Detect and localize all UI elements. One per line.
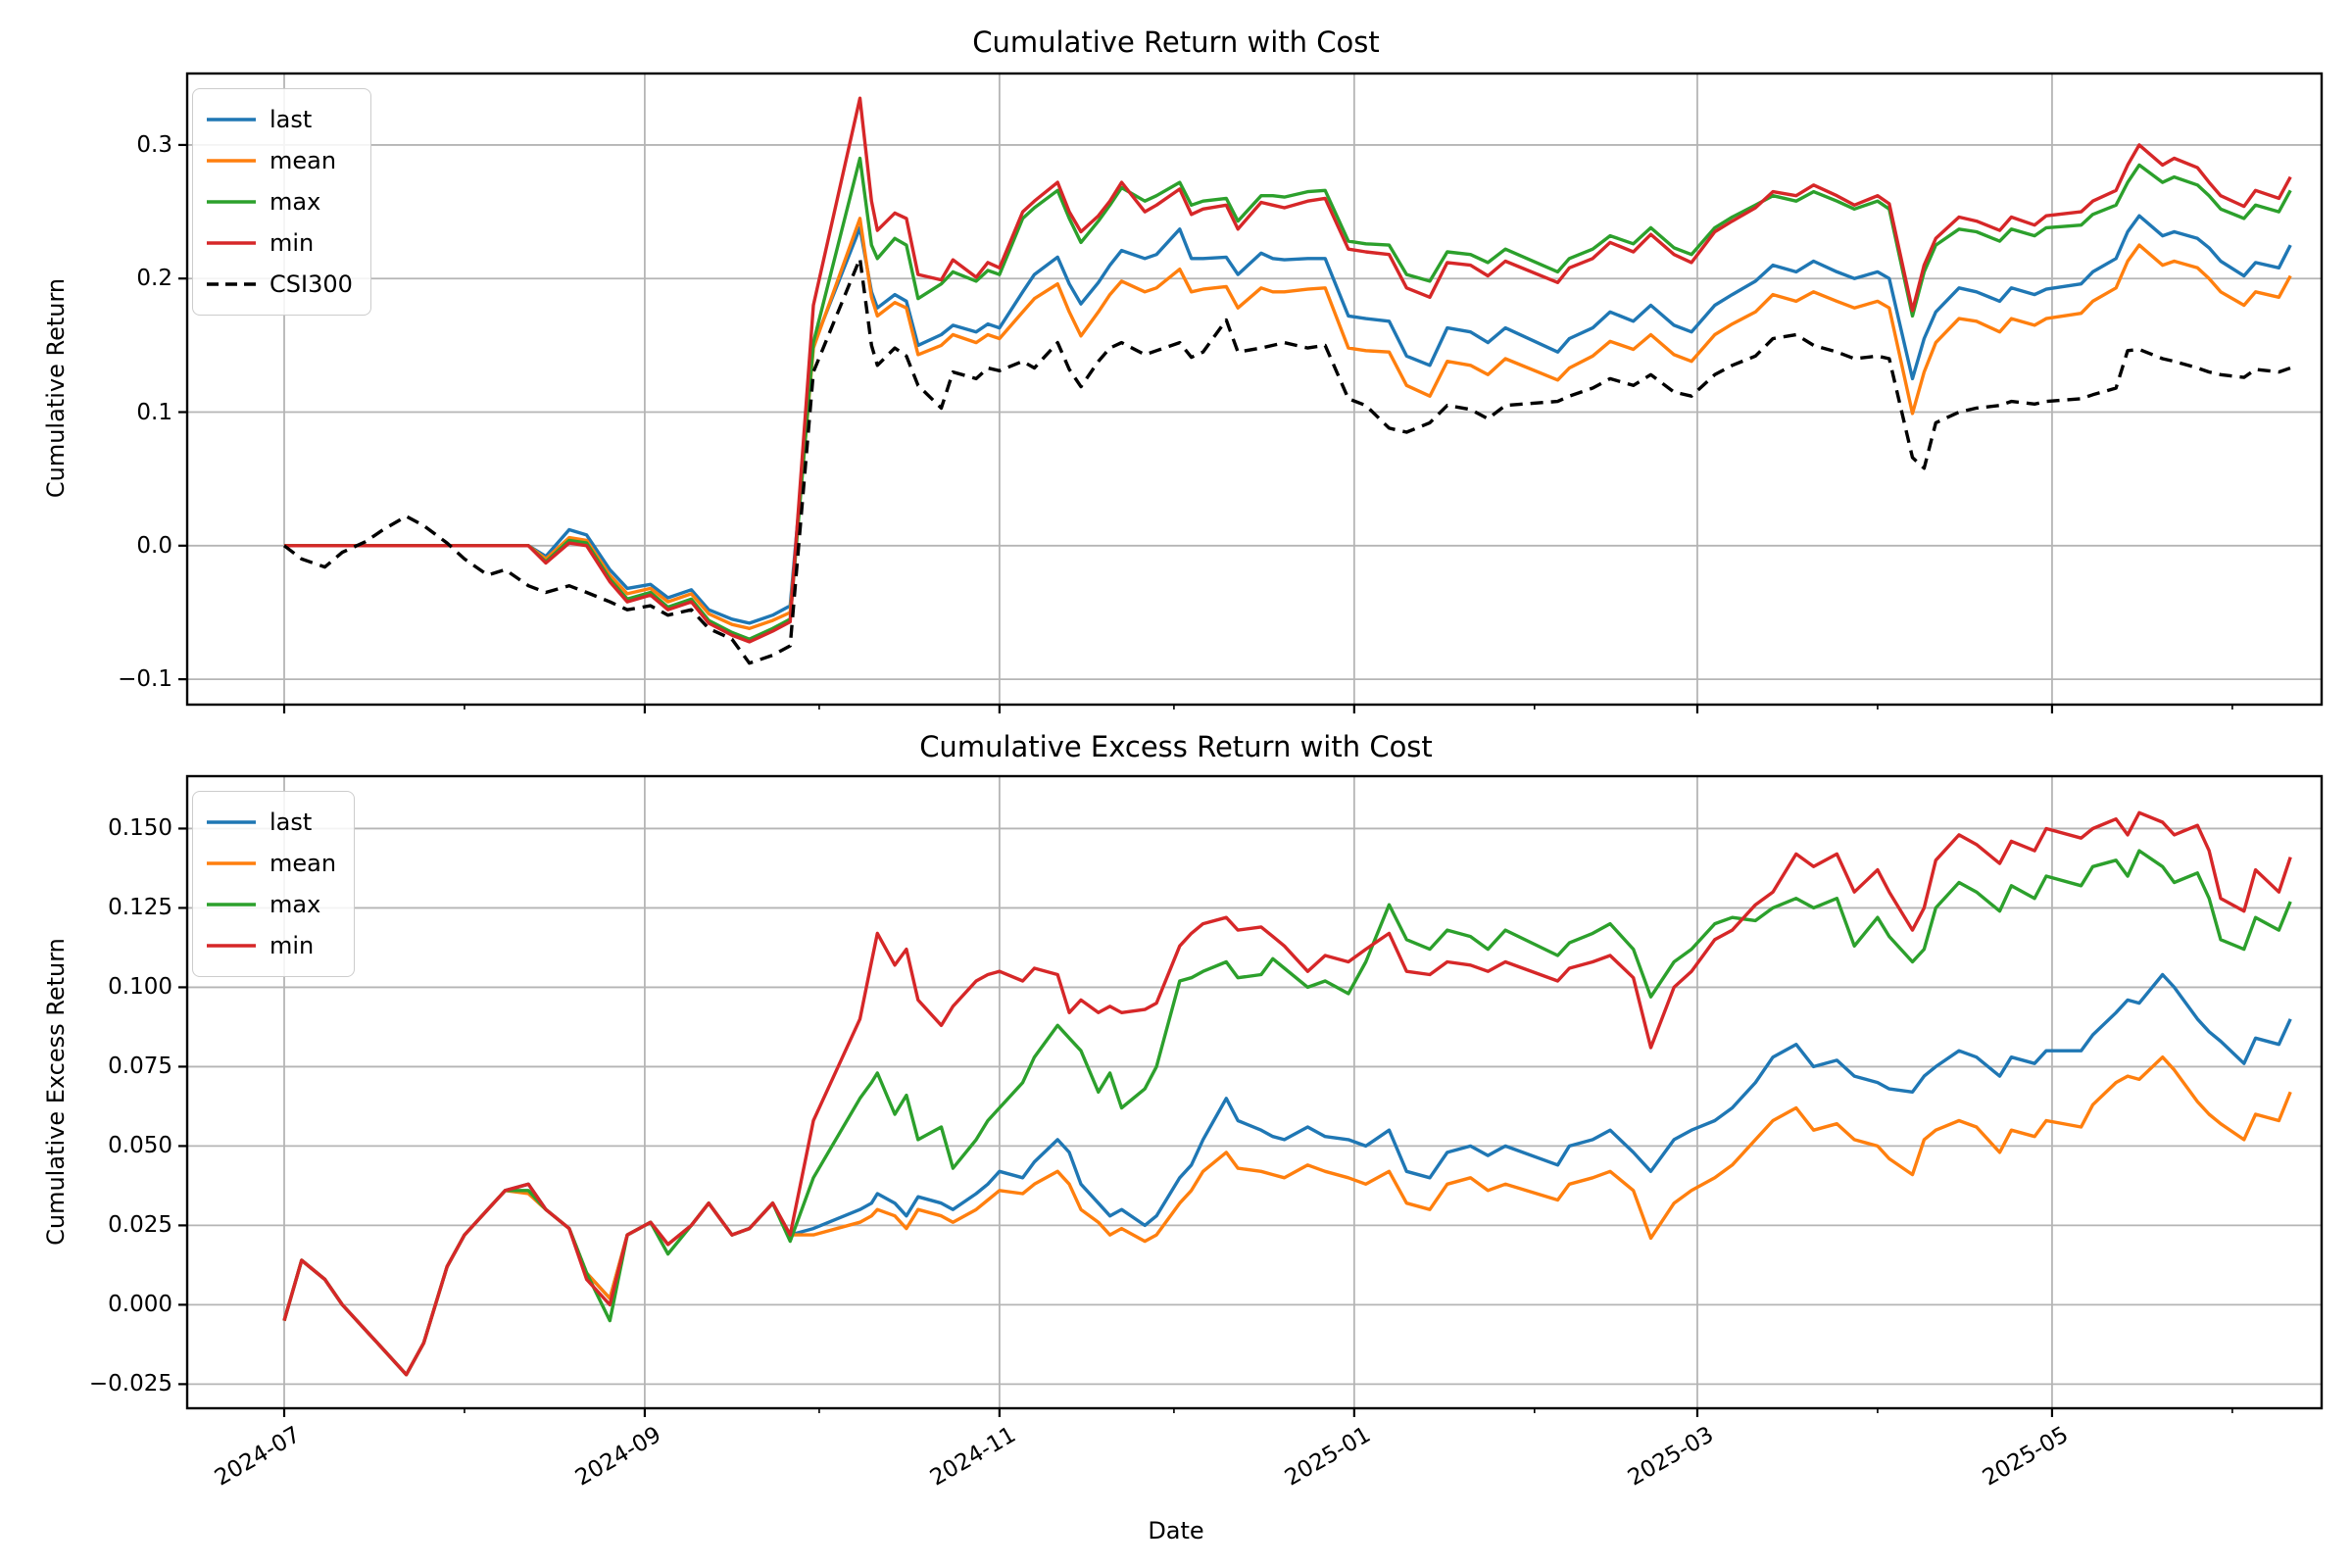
legend-item-max: max	[207, 181, 353, 222]
legend-label-max: max	[270, 188, 321, 216]
legend-top: last mean max min CSI300	[192, 88, 371, 316]
legend-label-mean: mean	[270, 850, 337, 877]
chart-title-bottom: Cumulative Excess Return with Cost	[919, 730, 1433, 763]
y-tick-label: 0.1	[136, 399, 172, 425]
legend-label-min: min	[270, 229, 315, 257]
legend-item-mean: mean	[207, 843, 336, 884]
y-tick-label: 0.3	[136, 131, 172, 158]
series-line-min	[284, 96, 2292, 644]
legend-item-CSI300: CSI300	[207, 264, 353, 305]
legend-label-last: last	[270, 808, 313, 836]
axes-spine	[185, 72, 2324, 707]
legend-label-mean: mean	[270, 147, 337, 174]
legend-line-sample-CSI300	[207, 282, 256, 286]
series-line-CSI300	[282, 257, 2291, 665]
series-line-last	[284, 214, 2292, 625]
y-tick-label: 0.100	[108, 974, 172, 1001]
chart-title-top: Cumulative Return with Cost	[972, 25, 1380, 59]
y-tick-label: 0.0	[136, 532, 172, 559]
legend-item-max: max	[207, 884, 336, 925]
y-tick-label: 0.150	[108, 815, 172, 842]
legend-item-mean: mean	[207, 140, 353, 181]
legend-label-CSI300: CSI300	[270, 270, 353, 298]
legend-line-sample-max	[207, 200, 256, 204]
y-tick-label: −0.025	[88, 1371, 172, 1397]
y-tick-label: −0.1	[118, 666, 172, 693]
legend-bottom: last mean max min	[192, 791, 356, 977]
legend-line-sample-mean	[207, 861, 256, 865]
x-axis-label: Date	[1148, 1517, 1204, 1544]
legend-item-min: min	[207, 222, 353, 264]
series-line-mean	[284, 217, 2292, 630]
legend-line-sample-last	[207, 118, 256, 122]
y-axis-label-top: Cumulative Return	[42, 277, 70, 499]
legend-line-sample-max	[207, 903, 256, 906]
legend-line-sample-last	[207, 820, 256, 824]
legend-line-sample-min	[207, 944, 256, 948]
legend-line-sample-mean	[207, 159, 256, 163]
legend-label-min: min	[270, 932, 315, 959]
legend-label-last: last	[270, 106, 313, 133]
y-tick-label: 0.050	[108, 1133, 172, 1159]
y-tick-label: 0.000	[108, 1292, 172, 1318]
legend-item-min: min	[207, 925, 336, 966]
axes-spine	[185, 774, 2324, 1410]
series-line-min	[282, 810, 2292, 1377]
legend-label-max: max	[270, 891, 321, 918]
legend-line-sample-min	[207, 241, 256, 245]
legend-item-last: last	[207, 802, 336, 843]
y-tick-label: 0.075	[108, 1054, 172, 1080]
y-tick-label: 0.2	[136, 266, 172, 292]
series-line-max	[284, 156, 2292, 641]
series-line-max	[282, 849, 2292, 1377]
y-tick-label: 0.025	[108, 1212, 172, 1239]
y-tick-label: 0.125	[108, 895, 172, 921]
legend-item-last: last	[207, 99, 353, 140]
series-line-mean	[282, 1054, 2292, 1377]
